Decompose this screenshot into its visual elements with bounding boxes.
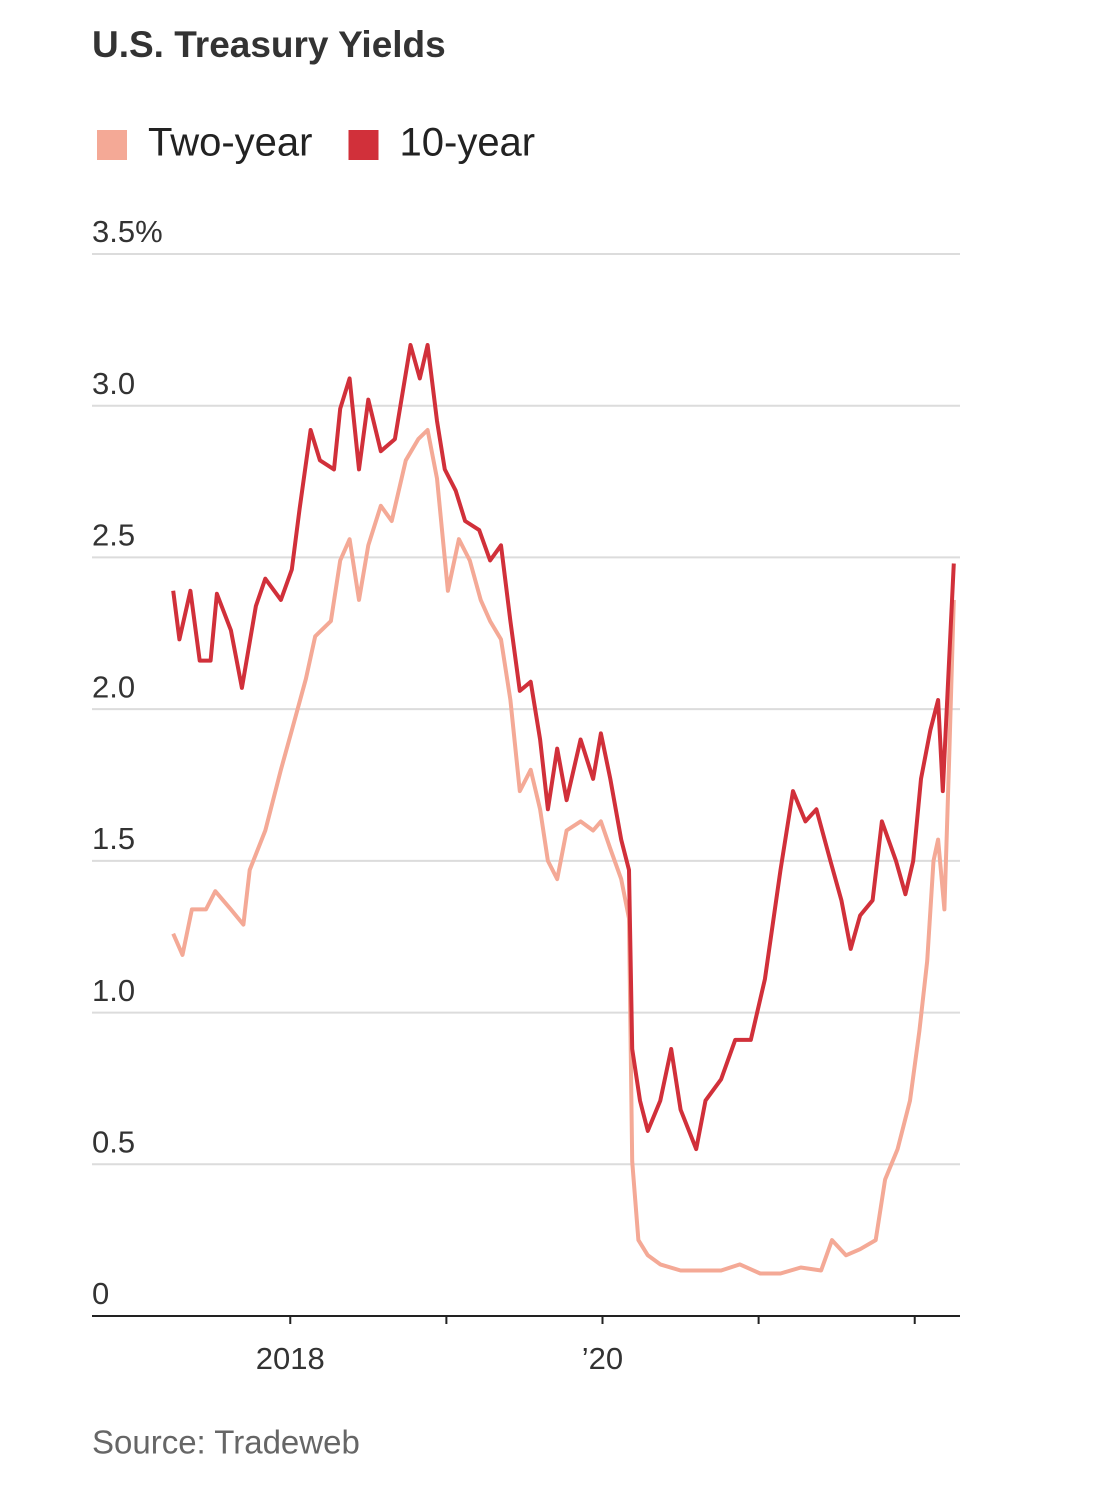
y-tick-label: 2.5 bbox=[92, 518, 135, 553]
series-line bbox=[171, 343, 956, 1152]
legend-swatch bbox=[97, 130, 127, 160]
x-tick-label: ’20 bbox=[582, 1341, 623, 1376]
chart-title: U.S. Treasury Yields bbox=[92, 24, 446, 65]
series-line bbox=[171, 428, 956, 1276]
y-tick-label: 2.0 bbox=[92, 669, 135, 704]
y-tick-label: 1.0 bbox=[92, 973, 135, 1008]
legend-swatch bbox=[348, 130, 379, 160]
x-tick-label: 2018 bbox=[256, 1341, 325, 1376]
y-tick-label: 3.0 bbox=[92, 366, 135, 401]
y-tick-label: 0 bbox=[92, 1276, 109, 1311]
y-tick-label: 3.5% bbox=[92, 214, 163, 249]
y-tick-label: 1.5 bbox=[92, 821, 135, 856]
y-tick-label: 0.5 bbox=[92, 1124, 135, 1159]
legend-label: 10-year bbox=[400, 121, 536, 165]
legend-label: Two-year bbox=[148, 121, 313, 165]
source: Source: Tradeweb bbox=[92, 1424, 360, 1461]
